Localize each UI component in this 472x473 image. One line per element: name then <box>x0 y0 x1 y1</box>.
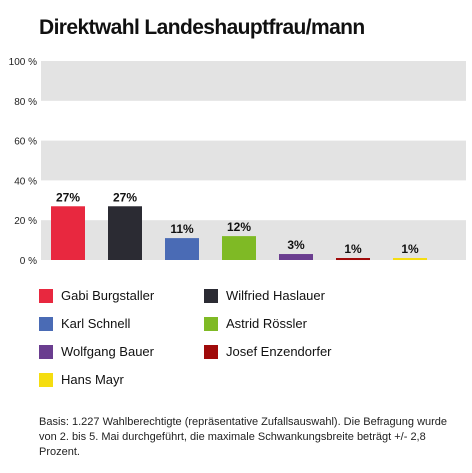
legend-label: Gabi Burgstaller <box>61 288 155 303</box>
legend-item: Astrid Rössler <box>204 316 307 331</box>
bar-chart: 0 % 20 % 40 % 60 % 80 % 100 % 27% 27% 11% 12% 3% 1%… <box>9 57 466 267</box>
legend-label: Hans Mayr <box>61 372 124 387</box>
legend-swatch <box>204 316 218 331</box>
legend-label: Karl Schnell <box>61 316 131 331</box>
bar <box>336 258 370 261</box>
bar-value-label: 1% <box>344 242 362 256</box>
legend-item: Karl Schnell <box>39 316 130 331</box>
legend-label: Wolfgang Bauer <box>61 344 154 359</box>
bar-value-label: 1% <box>401 242 419 256</box>
legend-swatch <box>204 344 218 359</box>
bar <box>393 258 427 261</box>
legend-swatch <box>204 288 218 303</box>
legend-swatch <box>39 316 53 331</box>
legend-swatch <box>39 288 53 303</box>
grid-band <box>41 140 466 181</box>
y-tick-label: 60 % <box>14 137 37 148</box>
chart-legend: Gabi Burgstaller Wilfried Haslauer Karl Sc… <box>39 288 459 398</box>
legend-item: Wilfried Haslauer <box>204 288 325 303</box>
legend-item: Gabi Burgstaller <box>39 288 154 303</box>
legend-swatch <box>39 344 53 359</box>
bar-value-label: 11% <box>170 222 194 236</box>
legend-label: Wilfried Haslauer <box>226 288 325 303</box>
legend-swatch <box>39 372 53 387</box>
legend-item: Wolfgang Bauer <box>39 344 154 359</box>
bar-value-label: 12% <box>227 220 251 234</box>
y-tick-label: 100 % <box>9 57 37 68</box>
y-tick-label: 40 % <box>14 176 37 187</box>
chart-title: Direktwahl Landeshauptfrau/mann <box>39 16 365 39</box>
legend-label: Astrid Rössler <box>226 316 307 331</box>
grid-band <box>41 61 466 101</box>
bar <box>222 236 256 260</box>
bar <box>108 206 142 260</box>
y-tick-label: 0 % <box>20 256 37 267</box>
bar-value-label: 27% <box>113 190 137 204</box>
y-tick-label: 80 % <box>14 97 37 108</box>
bar <box>51 206 85 260</box>
legend-label: Josef Enzendorfer <box>226 344 332 359</box>
bar-value-label: 27% <box>56 190 80 204</box>
bar <box>165 238 199 260</box>
bar-value-label: 3% <box>287 238 305 252</box>
legend-item: Josef Enzendorfer <box>204 344 332 359</box>
chart-footnote: Basis: 1.227 Wahlberechtigte (repräsenta… <box>39 416 448 458</box>
bar <box>279 254 313 260</box>
legend-item: Hans Mayr <box>39 372 124 387</box>
y-tick-label: 20 % <box>14 216 37 227</box>
